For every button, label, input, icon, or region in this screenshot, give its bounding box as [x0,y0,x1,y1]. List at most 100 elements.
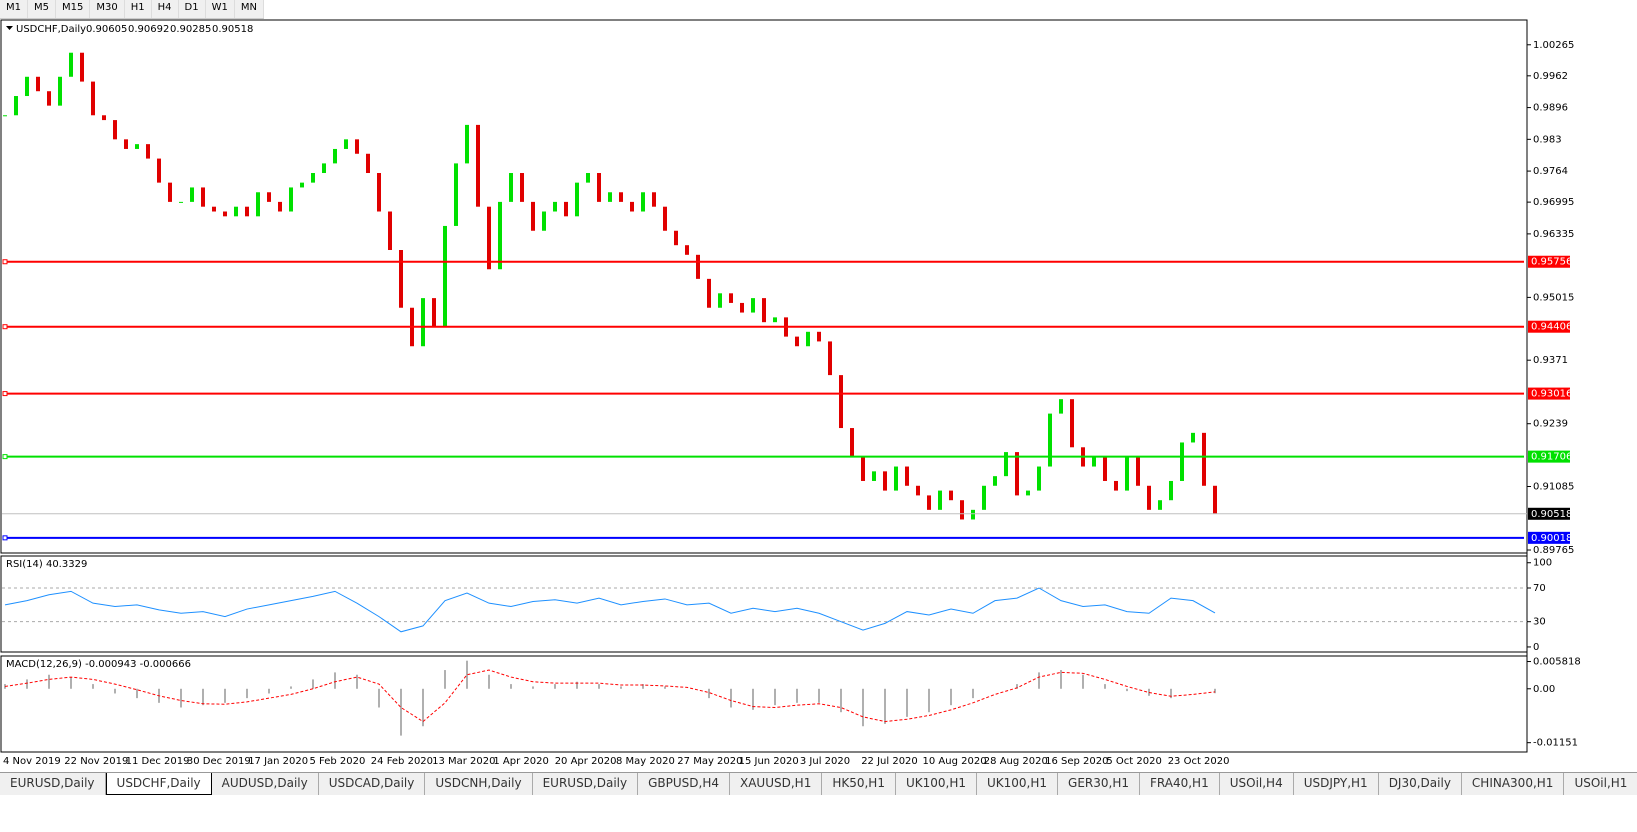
candle [1037,466,1041,491]
candle [839,375,843,429]
x-tick-label: 17 Jan 2020 [248,756,308,767]
candle [157,158,161,183]
candle [36,76,40,92]
y-tick-label: 0.9962 [1533,71,1568,82]
tab-bar: EURUSD,Daily USDCHF,Daily AUDUSD,Daily USDC… [0,772,1637,795]
candle [619,192,623,202]
candle [1158,500,1162,510]
candle [707,278,711,308]
chart-tab[interactable]: USDCAD,Daily [319,773,426,795]
candle [1169,480,1173,501]
timeframe-button[interactable]: M30 [90,0,125,18]
candle [949,490,953,501]
timeframe-button[interactable]: MN [235,0,264,18]
indicator-title: MACD(12,26,9) -0.000943 -0.000666 [6,659,191,670]
level-handle [2,259,8,265]
candle [1070,399,1074,448]
timeframe-button[interactable]: H4 [152,0,179,18]
candle [234,206,238,217]
ohlc-value: 0.90518 [212,24,253,35]
x-tick-label: 15 Jun 2020 [739,756,799,767]
chart-tab[interactable]: USOil,H1 [1564,773,1637,795]
candle [454,163,458,226]
candle [817,331,821,342]
chart-tab[interactable]: EURUSD,Daily [533,773,639,795]
level-label-bg [1528,450,1570,463]
y-tick-label: 0.89765 [1533,545,1574,556]
chart-tab[interactable]: UK100,H1 [896,773,977,795]
candle [355,139,359,154]
x-tick-label: 23 Oct 2020 [1168,756,1230,767]
level-label: 0.93016 [1531,389,1572,400]
timeframe-button[interactable]: D1 [179,0,206,18]
candle [883,471,887,491]
candle [828,341,832,376]
chart-tab[interactable]: CHINA300,H1 [1462,773,1565,795]
x-tick-label: 24 Feb 2020 [371,756,433,767]
chart-window: 1.00265 0.9962 0.9896 0.983 0.9764 0.96995 0.9… [0,19,1581,767]
chart-tab[interactable]: XAUUSD,H1 [730,773,823,795]
candle [487,206,491,270]
y-tick-label: 100 [1533,558,1552,569]
chart-tab[interactable]: USDCHF,Daily [105,773,212,795]
chart-tab[interactable]: USOil,H4 [1220,773,1294,795]
signal-line [4,669,1216,723]
candle [905,466,909,486]
timeframe-button[interactable]: M15 [56,0,91,18]
candle [916,485,920,496]
candle [960,500,964,520]
candle [69,52,73,77]
candle [498,201,502,270]
candle [652,192,656,207]
candle [146,144,150,159]
level-label-bg [1528,320,1570,333]
chart-tab[interactable]: EURUSD,Daily [0,773,106,795]
candle [1213,485,1217,514]
timeframe-button[interactable]: M5 [28,0,56,18]
level-label: 0.94406 [1531,322,1572,333]
candle [850,428,854,457]
level-label-bg [1528,255,1570,268]
x-tick-label: 28 Aug 2020 [984,756,1048,767]
candle [1125,456,1129,491]
candle [1136,456,1140,486]
candle [597,173,601,202]
candle [476,124,480,207]
level-handle [2,391,8,397]
chart-tab[interactable]: GER30,H1 [1058,773,1140,795]
panel-frame [0,655,1528,753]
candle [190,187,194,202]
level-label: 0.95756 [1531,257,1572,268]
chart-tab[interactable]: USDJPY,H1 [1294,773,1379,795]
chart-tab[interactable]: UK100,H1 [977,773,1059,795]
chart-tab[interactable]: AUDUSD,Daily [212,773,319,795]
candle [993,476,997,486]
level-handle [2,454,8,460]
candle [1180,442,1184,481]
menu-arrow [6,26,13,30]
chart-tab[interactable]: GBPUSD,H4 [638,773,730,795]
candle [740,302,744,313]
timeframe-button[interactable]: H1 [125,0,152,18]
ohlc-value: 0.90605 [86,24,127,35]
candle [366,153,370,174]
timeframe-button[interactable]: M1 [0,0,28,18]
candle [1202,432,1206,486]
y-tick-label: -0.01151 [1533,738,1578,749]
rsi-line [4,587,1216,633]
candle [773,317,777,323]
candle [586,173,590,183]
candle [509,173,513,202]
chart-tab[interactable]: FRA40,H1 [1140,773,1220,795]
timeframe-button[interactable]: W1 [206,0,235,18]
candle [982,485,986,510]
chart-tab[interactable]: HK50,H1 [822,773,896,795]
candle [256,192,260,217]
level-label: 0.90018 [1531,533,1572,544]
candle [1015,452,1019,496]
chart-tab[interactable]: DJ30,Daily [1379,773,1462,795]
current-price-label: 0.90518 [1531,509,1572,520]
candle [1092,456,1096,467]
candle [278,201,282,212]
chart-tab[interactable]: USDCNH,Daily [425,773,533,795]
